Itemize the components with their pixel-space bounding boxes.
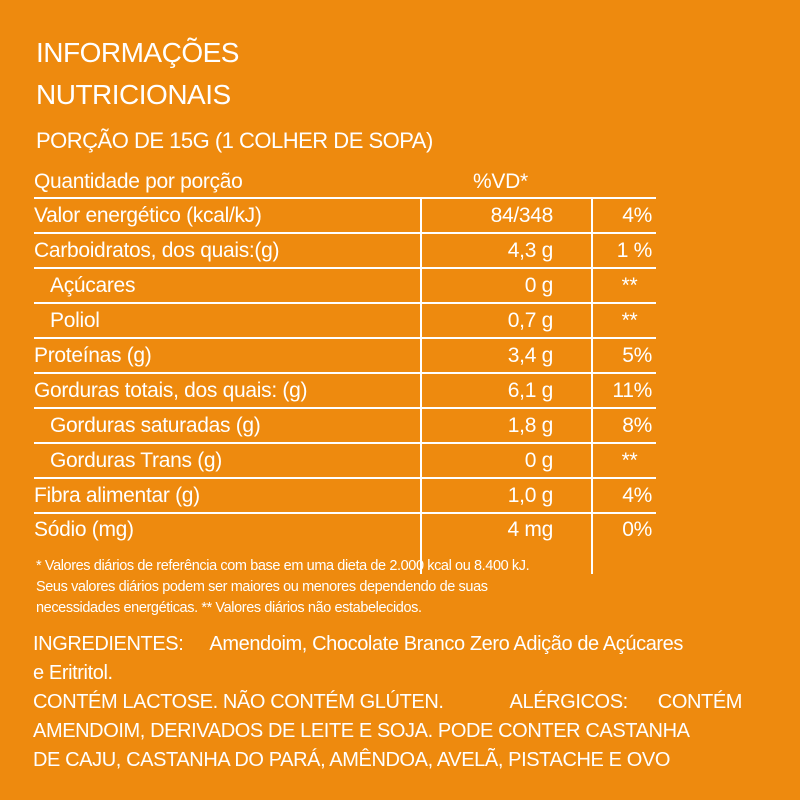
ingredients-label: INGREDIENTES: — [33, 633, 184, 655]
table-row: Poliol 0,7 g ** — [34, 303, 656, 338]
nutrient-name: Proteínas (g) — [34, 343, 152, 367]
footnote: * Valores diários de referência com base… — [36, 556, 776, 619]
nutrient-vd: ** — [591, 303, 656, 338]
ingredients-line-2: e Eritritol. — [33, 662, 113, 684]
nutrient-name: Açúcares — [50, 273, 136, 297]
footnote-line-3: necessidades energéticas. ** Valores diá… — [36, 600, 422, 616]
nutrient-quantity: 6,1 g — [420, 373, 592, 408]
allergen-line-1: CONTÉM LACTOSE. NÃO CONTÉM GLÚTEN. ALÉRGI… — [33, 688, 778, 717]
nutrient-name: Carboidratos, dos quais:(g) — [34, 238, 280, 262]
nutrient-name: Sódio (mg) — [34, 518, 134, 541]
title-line-2: NUTRICIONAIS — [36, 79, 231, 110]
lactose-gluten-info: CONTÉM LACTOSE. NÃO CONTÉM GLÚTEN. — [33, 691, 444, 713]
allergen-label: ALÉRGICOS: — [509, 691, 629, 713]
portion-size: PORÇÃO DE 15G (1 COLHER DE SOPA) — [36, 128, 433, 153]
table-row: Valor energético (kcal/kJ) 84/348 4% — [34, 198, 656, 233]
nutrient-vd: 5% — [591, 338, 656, 373]
allergen-line-3: DE CAJU, CASTANHA DO PARÁ, AMÊNDOA, AVEL… — [33, 749, 670, 771]
header-quantity: Quantidade por porção — [34, 170, 243, 193]
nutrient-name: Fibra alimentar (g) — [34, 483, 200, 507]
table-row: Gorduras saturadas (g) 1,8 g 8% — [34, 408, 656, 443]
header-vd: %VD* — [473, 170, 528, 193]
table-row: Gorduras Trans (g) 0 g ** — [34, 443, 656, 478]
table-row: Sódio (mg) 4 mg 0% — [34, 513, 656, 574]
table-row: Açúcares 0 g ** — [34, 268, 656, 303]
page-title: INFORMAÇÕES NUTRICIONAIS — [36, 32, 239, 116]
title-line-1: INFORMAÇÕES — [36, 37, 239, 68]
nutrient-quantity: 0 g — [420, 268, 592, 303]
header-empty — [592, 167, 656, 198]
allergen-contains: CONTÉM — [657, 691, 743, 713]
nutrient-quantity: 3,4 g — [420, 338, 592, 373]
table-row: Fibra alimentar (g) 1,0 g 4% — [34, 478, 656, 513]
nutrient-name: Gorduras saturadas (g) — [50, 413, 261, 437]
nutrition-table: Quantidade por porção %VD* Valor energét… — [34, 167, 656, 574]
nutrient-quantity: 1,0 g — [420, 478, 592, 513]
table-header-row: Quantidade por porção %VD* — [34, 167, 656, 198]
table-row: Carboidratos, dos quais:(g) 4,3 g 1 % — [34, 233, 656, 268]
nutrient-quantity: 4 mg — [420, 513, 592, 574]
nutrient-quantity: 4,3 g — [420, 233, 592, 268]
nutrient-name: Gorduras Trans (g) — [50, 448, 222, 472]
nutrient-vd: 11% — [591, 373, 656, 408]
nutrient-vd: 8% — [591, 408, 656, 443]
nutrient-vd: 1 % — [591, 233, 656, 268]
table-row: Gorduras totais, dos quais: (g) 6,1 g 11… — [34, 373, 656, 408]
nutrient-vd: 4% — [591, 198, 656, 233]
nutrient-name: Gorduras totais, dos quais: (g) — [34, 378, 308, 402]
nutrient-quantity: 0 g — [420, 443, 592, 478]
nutrient-name: Poliol — [50, 308, 100, 332]
footnote-line-2: Seus valores diários podem ser maiores o… — [36, 579, 488, 595]
table-row: Proteínas (g) 3,4 g 5% — [34, 338, 656, 373]
footnote-line-1: * Valores diários de referência com base… — [36, 558, 530, 574]
ingredients-text: Amendoim, Chocolate Branco Zero Adição d… — [209, 633, 683, 655]
nutrient-vd: ** — [591, 443, 656, 478]
nutrient-name: Valor energético (kcal/kJ) — [34, 203, 262, 227]
nutrient-vd: 0% — [591, 513, 656, 574]
nutrient-vd: 4% — [591, 478, 656, 513]
nutrient-quantity: 1,8 g — [420, 408, 592, 443]
nutrient-vd: ** — [591, 268, 656, 303]
ingredients-line-1: INGREDIENTES: Amendoim, Chocolate Branco … — [33, 630, 778, 659]
nutrient-quantity: 84/348 — [420, 198, 592, 233]
ingredients-section: INGREDIENTES: Amendoim, Chocolate Branco … — [33, 630, 778, 775]
allergen-line-2: AMENDOIM, DERIVADOS DE LEITE E SOJA. POD… — [33, 720, 690, 742]
nutrient-quantity: 0,7 g — [420, 303, 592, 338]
